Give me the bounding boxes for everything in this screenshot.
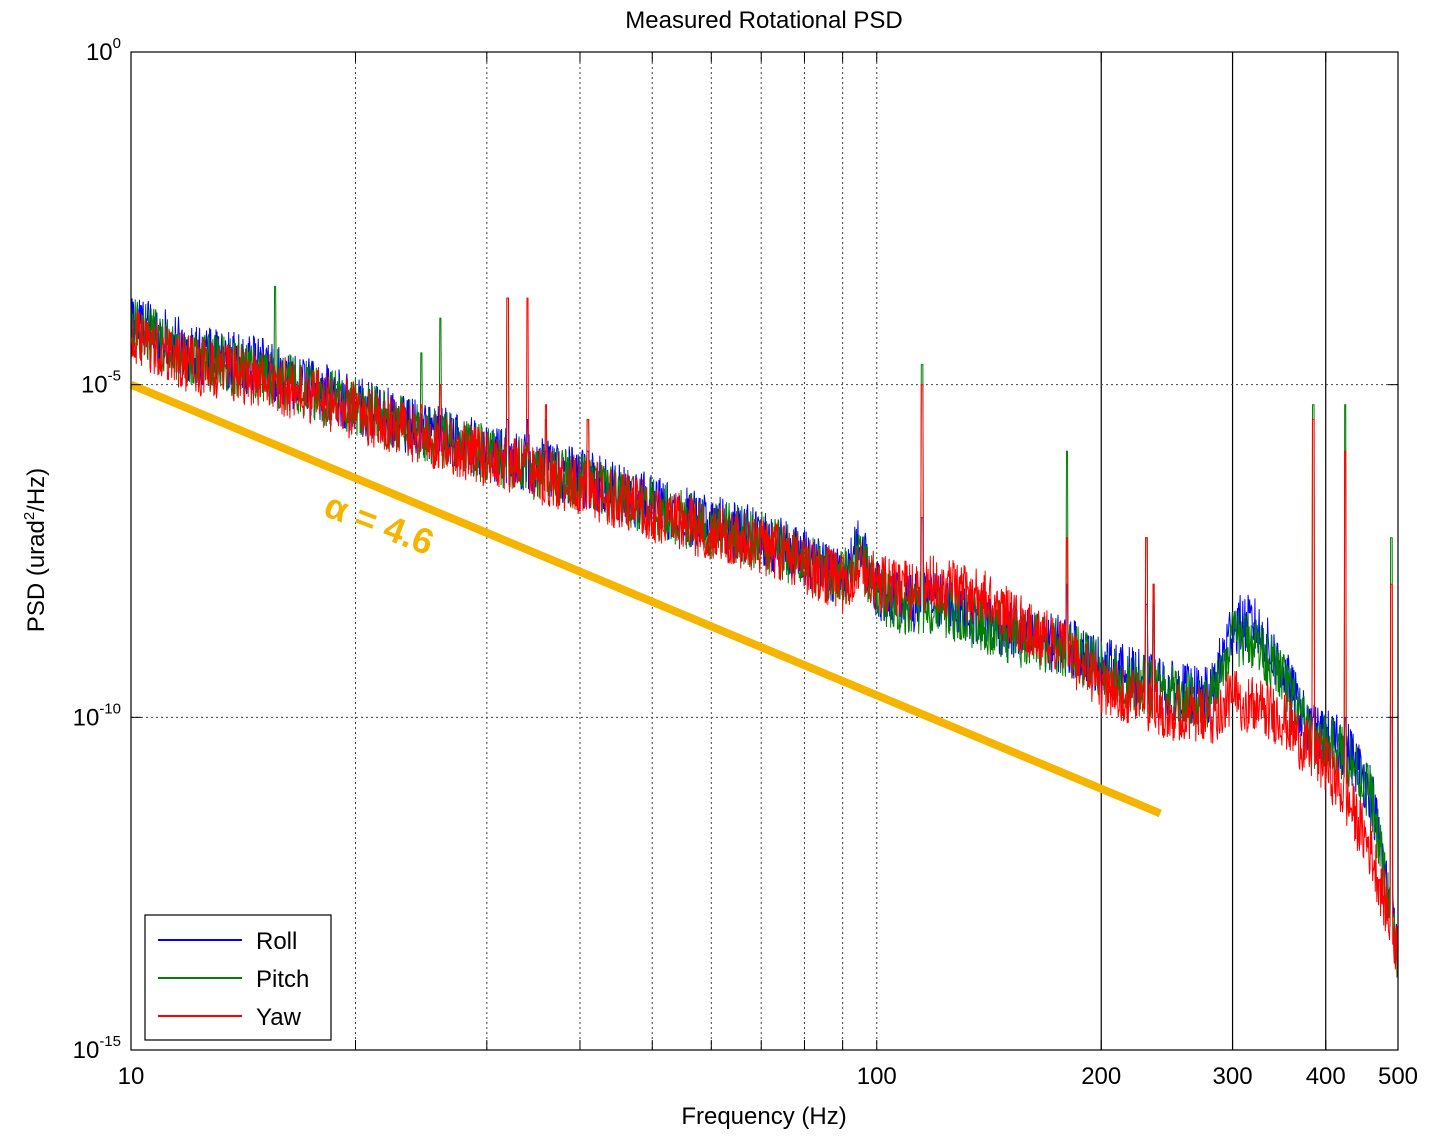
legend-label-roll: Roll [256, 928, 297, 955]
y-axis-label-sup: 2 [21, 512, 38, 520]
y-tick-label: 10-5 [81, 368, 121, 399]
y-axis-label-main: PSD (urad [23, 520, 50, 632]
x-tick-label: 300 [1213, 1063, 1253, 1090]
chart-title: Measured Rotational PSD [625, 7, 902, 34]
y-tick-label: 10-10 [73, 700, 121, 731]
y-axis-label-tail: /Hz) [23, 468, 50, 512]
series-line-pitch [131, 285, 1398, 978]
series-group [131, 285, 1398, 978]
y-tick-label: 10-15 [73, 1033, 121, 1064]
x-tick-label: 200 [1081, 1063, 1121, 1090]
x-tick-label: 500 [1378, 1063, 1418, 1090]
legend: Roll Pitch Yaw [144, 914, 332, 1041]
y-tick-label: 100 [86, 35, 121, 66]
x-tick-label: 10 [118, 1063, 145, 1090]
fit-line-group [129, 380, 1162, 818]
series-line-yaw [131, 297, 1398, 977]
tick-labels: 10 100 200 300 400 500 100 10-5 10-10 10-15 [73, 35, 1418, 1090]
legend-label-pitch: Pitch [256, 966, 309, 993]
x-tick-label: 400 [1306, 1063, 1346, 1090]
x-tick-label: 100 [857, 1063, 897, 1090]
legend-label-yaw: Yaw [256, 1004, 302, 1031]
fit-line [129, 380, 1162, 818]
y-axis-label: PSD (urad2/Hz) [21, 468, 50, 632]
x-axis-label: Frequency (Hz) [681, 1103, 846, 1130]
ticks [130, 51, 1399, 1051]
plot-frame [130, 51, 1399, 1051]
